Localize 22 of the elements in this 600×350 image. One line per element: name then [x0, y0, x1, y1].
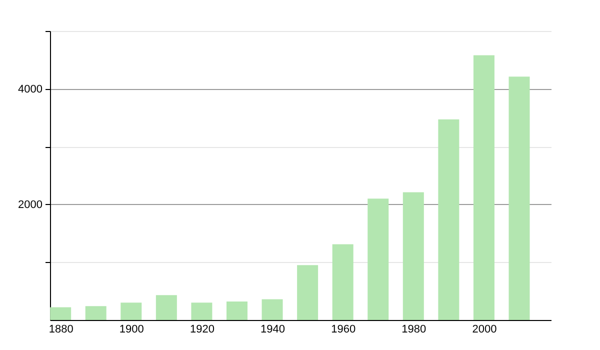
bar: [156, 295, 177, 320]
bar: [191, 302, 212, 320]
x-tick-label: 1900: [119, 324, 144, 336]
x-tick-label: 1980: [402, 324, 426, 336]
bar: [85, 306, 106, 320]
bar: [120, 302, 142, 320]
bar: [473, 55, 494, 320]
bar: [368, 198, 389, 320]
y-tick-label: 4000: [18, 83, 42, 96]
bar: [402, 192, 424, 320]
bar: [226, 302, 248, 320]
bar: [262, 299, 283, 320]
bar: [50, 307, 72, 320]
bar: [297, 265, 318, 320]
x-tick-label: 1920: [190, 324, 214, 336]
bar: [332, 244, 354, 320]
x-tick-label: 1940: [260, 324, 286, 336]
x-tick-label: 1880: [48, 324, 74, 336]
bar: [508, 76, 530, 320]
x-tick-label: 2000: [472, 324, 497, 336]
bar: [438, 119, 460, 320]
x-tick-label: 1960: [331, 324, 356, 336]
